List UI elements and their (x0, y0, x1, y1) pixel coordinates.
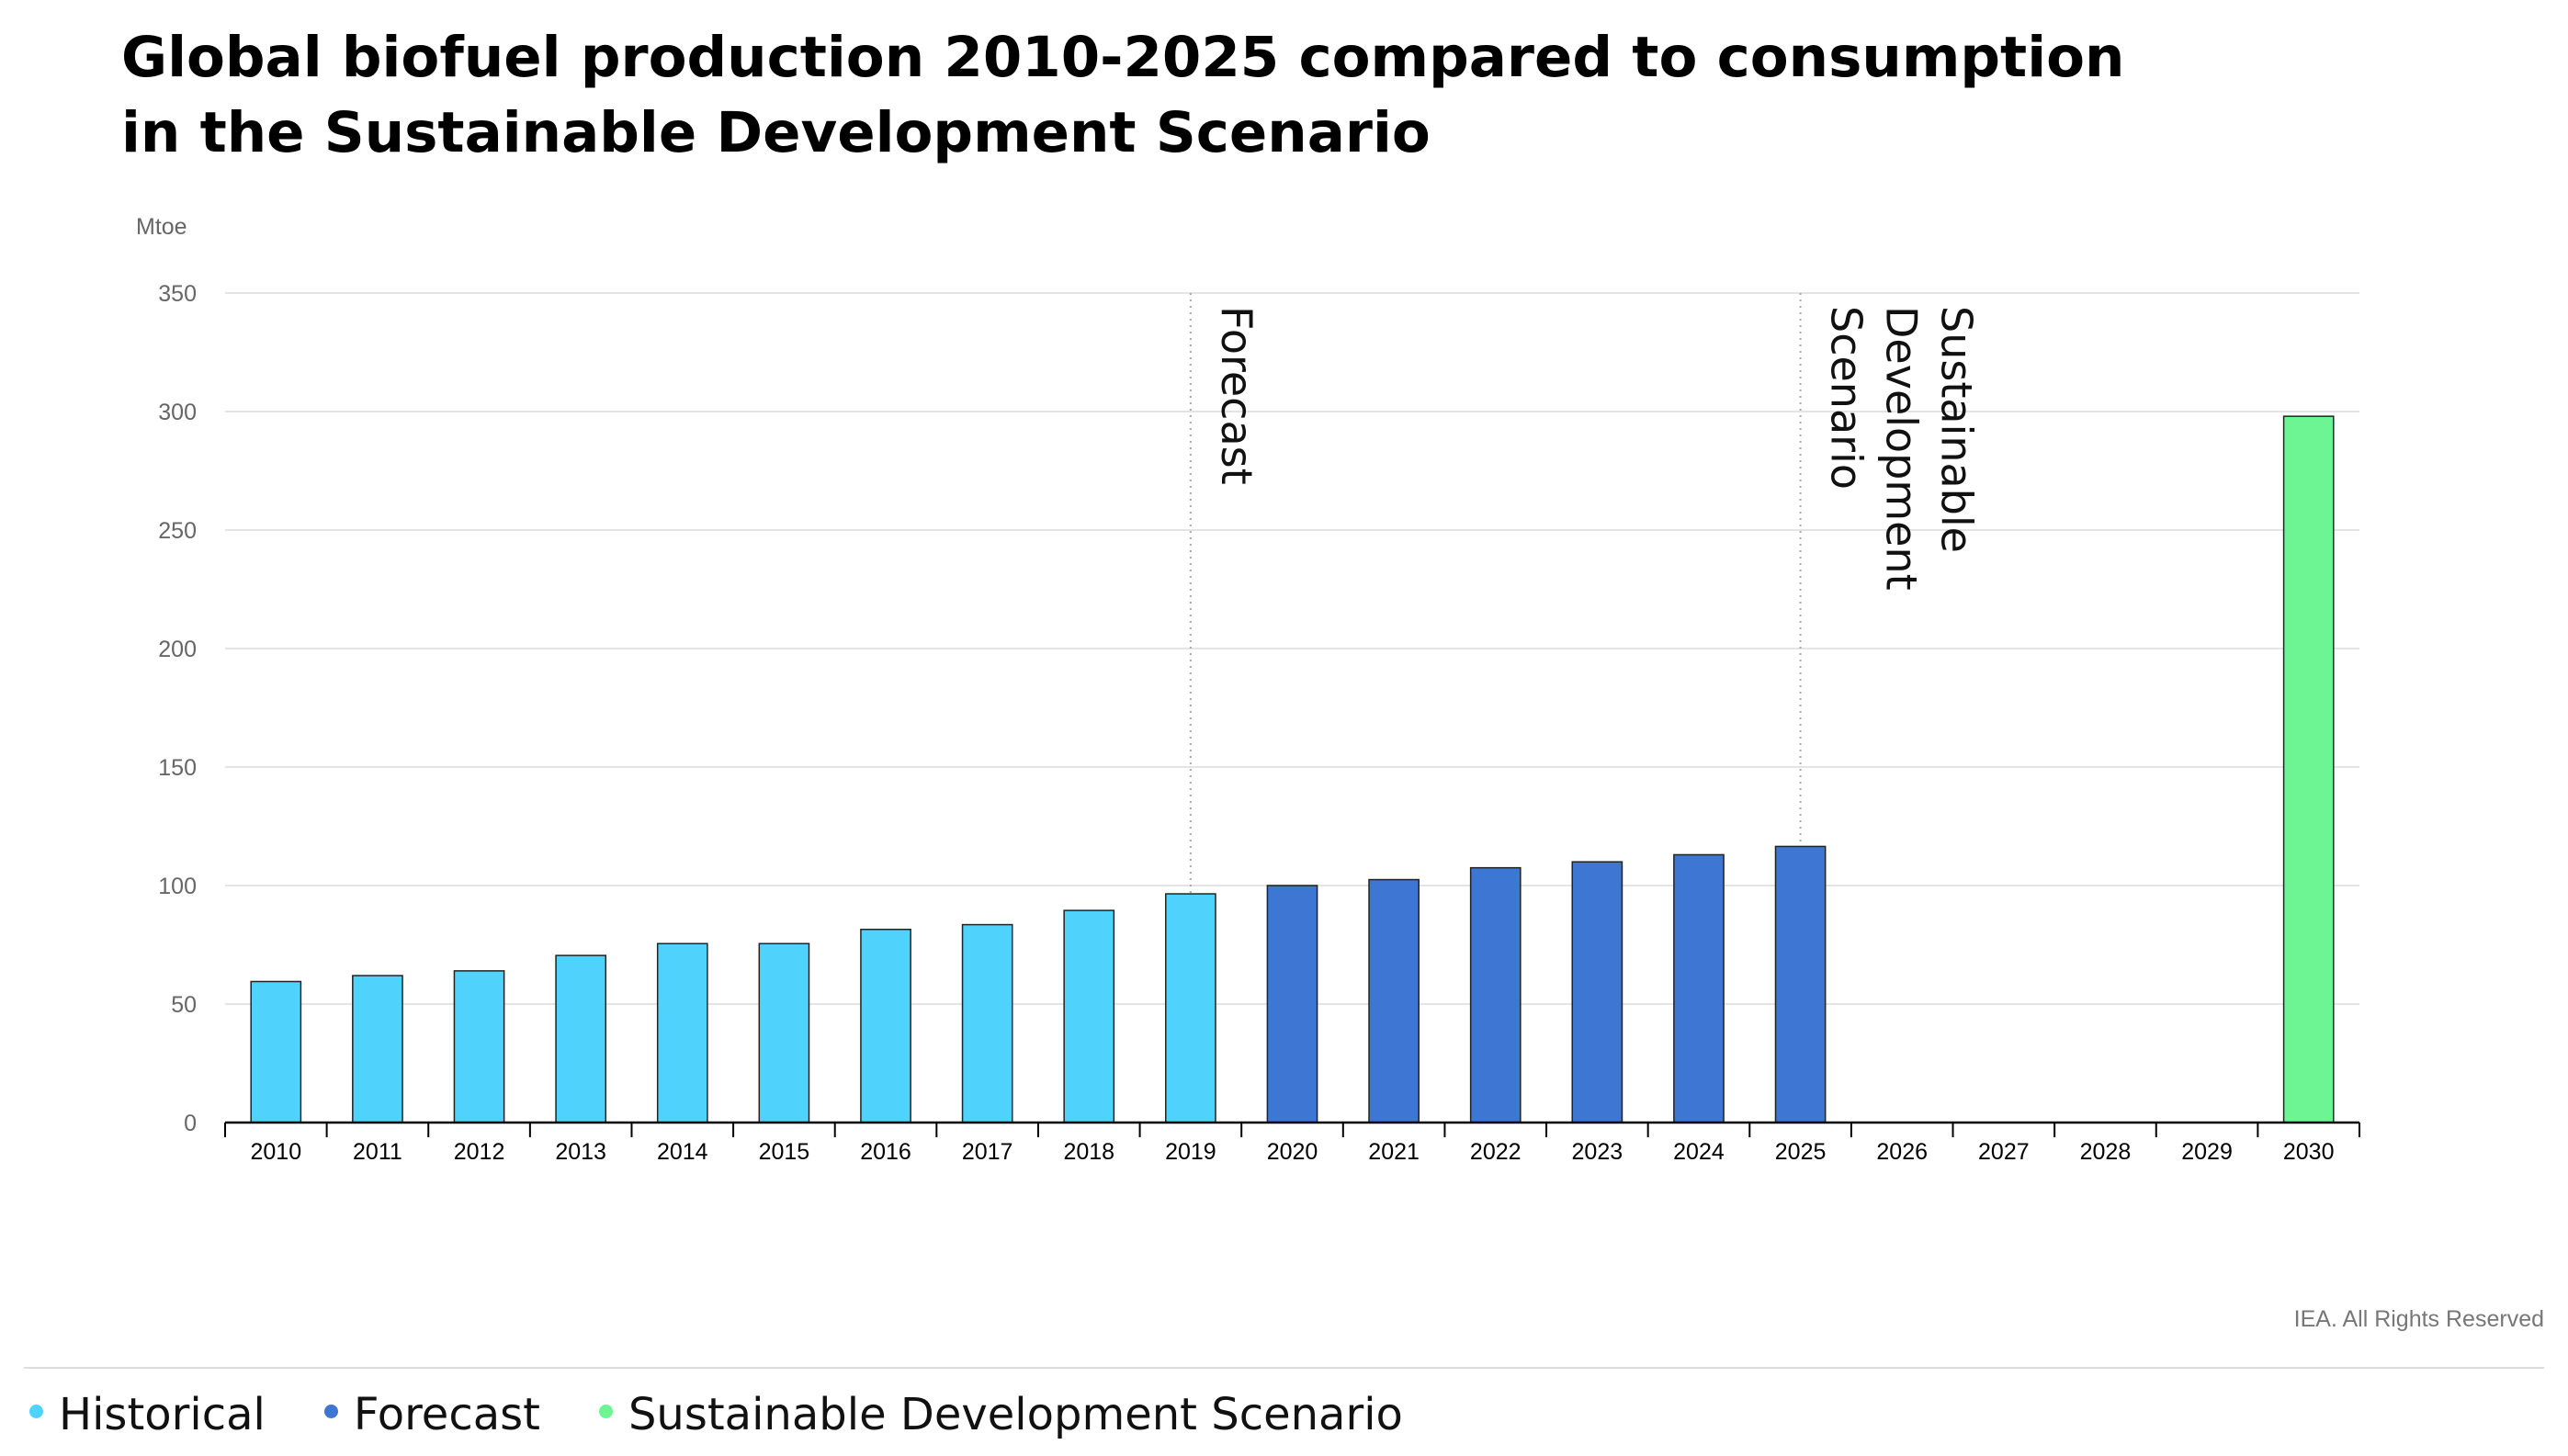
legend-label-historical: Historical (59, 1389, 266, 1440)
chart-title-line-2: in the Sustainable Development Scenario (121, 100, 1431, 165)
x-tick-label: 2020 (1267, 1139, 1318, 1165)
legend-dot-icon (29, 1404, 43, 1418)
x-tick-label: 2010 (250, 1139, 301, 1165)
bar-2023 (1571, 861, 1623, 1123)
x-tick-label: 2018 (1063, 1139, 1114, 1165)
bar-2030 (2282, 415, 2335, 1123)
bar-2015 (758, 942, 810, 1123)
y-axis-unit-label: Mtoe (136, 214, 187, 240)
legend-divider (24, 1367, 2544, 1369)
legend-item-sds[interactable]: Sustainable Development Scenario (598, 1389, 1403, 1440)
x-tick-label: 2015 (759, 1139, 810, 1165)
bar-2019 (1165, 893, 1216, 1123)
x-tick-label: 2030 (2283, 1139, 2335, 1165)
bar-2018 (1063, 909, 1115, 1123)
bar-2020 (1266, 885, 1318, 1123)
y-tick-label: 350 (158, 281, 197, 307)
x-tick-label: 2024 (1673, 1139, 1725, 1165)
x-tick-label: 2017 (962, 1139, 1013, 1165)
bar-2016 (860, 928, 911, 1123)
bar-2021 (1368, 878, 1420, 1123)
y-tick-label: 0 (184, 1111, 197, 1136)
legend-label-forecast: Forecast (353, 1389, 540, 1440)
annotation-label: Forecast (1212, 306, 1261, 485)
y-tick-label: 100 (158, 874, 197, 899)
bar-2024 (1673, 853, 1725, 1123)
legend-dot-icon (598, 1404, 613, 1418)
y-tick-label: 300 (158, 400, 197, 425)
bar-2013 (555, 954, 607, 1123)
bar-2014 (656, 942, 708, 1123)
legend-item-historical[interactable]: Historical (29, 1389, 266, 1440)
x-tick-label: 2029 (2181, 1139, 2233, 1165)
x-tick-label: 2014 (657, 1139, 708, 1165)
chart-title: Global biofuel production 2010-2025 comp… (121, 20, 2326, 171)
bar-2025 (1774, 845, 1827, 1123)
bar-2017 (961, 923, 1013, 1123)
x-tick-label: 2022 (1470, 1139, 1522, 1165)
annotation-label: Scenario (1822, 306, 1872, 490)
x-tick-label: 2025 (1775, 1139, 1827, 1165)
x-tick-label: 2023 (1572, 1139, 1623, 1165)
bar-2012 (453, 970, 505, 1123)
bar-2011 (352, 975, 403, 1123)
legend-dot-icon (323, 1404, 338, 1418)
x-tick-label: 2011 (353, 1139, 402, 1165)
annotation-label: Sustainable (1932, 306, 1982, 553)
bar-2022 (1469, 866, 1522, 1123)
bar-chart: Mtoe 0 50 100 150 200 250 300 350 Forecast Sustain… (136, 214, 2360, 1165)
y-tick-label: 150 (158, 755, 197, 781)
y-tick-label: 200 (158, 637, 197, 662)
x-tick-label: 2016 (860, 1139, 911, 1165)
x-tick-label: 2027 (1978, 1139, 2030, 1165)
x-tick-label: 2026 (1876, 1139, 1928, 1165)
x-tick-label: 2013 (555, 1139, 606, 1165)
x-tick-label: 2021 (1368, 1139, 1420, 1165)
bar-2010 (250, 980, 302, 1123)
chart-legend: Historical Forecast Sustainable Developm… (29, 1383, 1462, 1447)
annotation-label: Development (1877, 306, 1927, 591)
x-tick-label: 2019 (1165, 1139, 1216, 1165)
x-tick-label: 2012 (454, 1139, 505, 1165)
x-tick-label: 2028 (2080, 1139, 2132, 1165)
legend-item-forecast[interactable]: Forecast (323, 1389, 540, 1440)
chart-title-line-1: Global biofuel production 2010-2025 comp… (121, 25, 2125, 90)
copyright-notice: IEA. All Rights Reserved (2293, 1306, 2544, 1332)
legend-label-sds: Sustainable Development Scenario (628, 1389, 1403, 1440)
y-tick-label: 50 (171, 992, 197, 1018)
y-tick-label: 250 (158, 518, 197, 544)
